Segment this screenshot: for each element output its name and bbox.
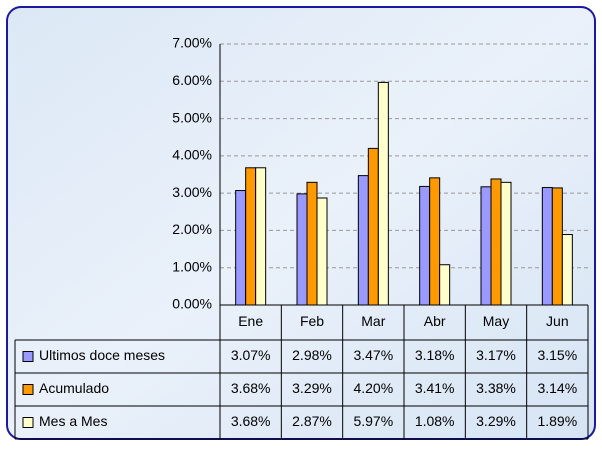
table-value: 3.41% [415, 380, 455, 396]
y-tick-label: 7.00% [172, 35, 212, 51]
bar [316, 197, 328, 306]
legend-key [22, 417, 34, 428]
legend-label: Ultimos doce meses [39, 347, 165, 363]
table-value: 3.29% [476, 413, 516, 429]
x-tick-label: Jun [546, 313, 569, 329]
legend-key [22, 351, 34, 362]
legend-key [22, 384, 34, 395]
table-value: 3.15% [537, 347, 577, 363]
table-value: 1.89% [537, 413, 577, 429]
table-value: 3.17% [476, 347, 516, 363]
x-tick-label: May [483, 313, 509, 329]
table-value: 3.68% [231, 380, 271, 396]
table-value: 2.87% [292, 413, 332, 429]
x-tick-label: Abr [424, 313, 446, 329]
bar [296, 193, 308, 306]
table-value: 3.29% [292, 380, 332, 396]
bar [367, 147, 379, 306]
table-value: 2.98% [292, 347, 332, 363]
bar [500, 181, 512, 306]
table-value: 3.07% [231, 347, 271, 363]
table-value: 3.68% [231, 413, 271, 429]
legend-label: Acumulado [39, 380, 109, 396]
bar [551, 187, 563, 306]
table-value: 3.18% [415, 347, 455, 363]
bar [377, 81, 389, 306]
bar [245, 167, 257, 306]
bar [235, 190, 247, 306]
table-value: 3.47% [353, 347, 393, 363]
bar [429, 177, 441, 306]
bar [357, 175, 369, 306]
table-value: 4.20% [353, 380, 393, 396]
table-value: 3.14% [537, 380, 577, 396]
y-tick-label: 2.00% [172, 221, 212, 237]
legend-label: Mes a Mes [39, 413, 107, 429]
x-tick-label: Ene [238, 313, 263, 329]
x-tick-label: Feb [300, 313, 324, 329]
y-tick-label: 6.00% [172, 72, 212, 88]
x-tick-label: Mar [361, 313, 385, 329]
bar [306, 181, 318, 306]
bar [439, 264, 451, 306]
y-tick-label: 3.00% [172, 184, 212, 200]
y-tick-label: 0.00% [172, 296, 212, 312]
table-value: 1.08% [415, 413, 455, 429]
bar [419, 185, 431, 306]
table-value: 3.38% [476, 380, 516, 396]
y-tick-label: 1.00% [172, 258, 212, 274]
bar [490, 178, 502, 306]
bar [561, 234, 573, 306]
y-tick-label: 4.00% [172, 147, 212, 163]
bar [255, 167, 267, 306]
y-tick-label: 5.00% [172, 109, 212, 125]
table-value: 5.97% [353, 413, 393, 429]
bar [480, 186, 492, 306]
bar [541, 187, 553, 306]
